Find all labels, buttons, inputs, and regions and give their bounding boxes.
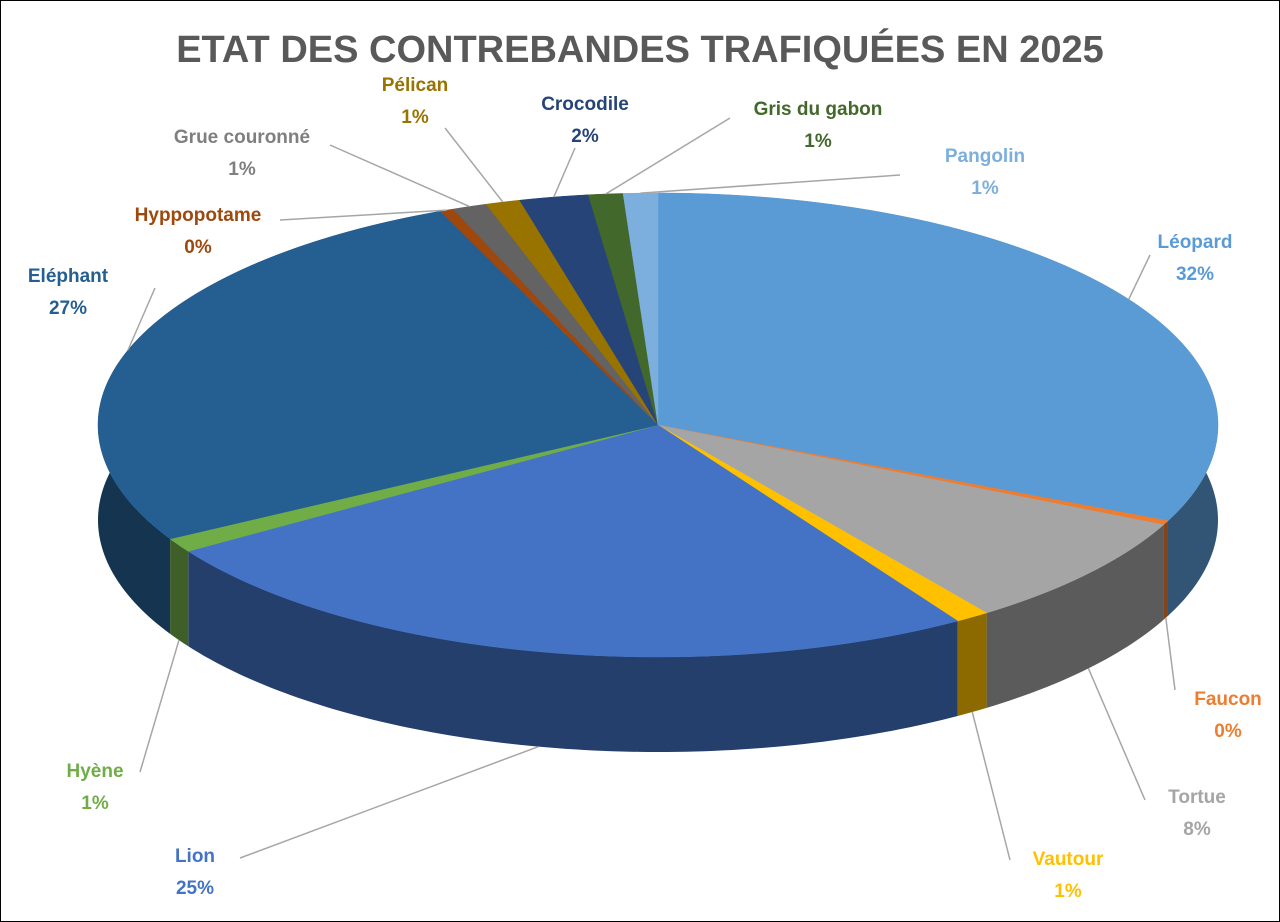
category-label: Eléphant — [28, 266, 109, 287]
category-label: Crocodile — [541, 94, 629, 115]
slice-wall — [170, 538, 189, 647]
slice-wall — [986, 524, 1164, 708]
slice — [657, 424, 1165, 614]
category-label: Hyène — [66, 761, 123, 782]
leader-line — [127, 287, 156, 351]
slice-wall — [957, 612, 987, 716]
value-label: 1% — [971, 178, 999, 199]
chart-title: ETAT DES CONTREBANDES TRAFIQUÉES EN 2025 — [176, 27, 1104, 71]
category-label: Lion — [175, 846, 215, 867]
leader-line — [329, 144, 470, 208]
value-label: 1% — [804, 131, 832, 152]
leader-line — [1165, 617, 1176, 691]
value-label: 2% — [571, 126, 599, 147]
leader-line — [239, 745, 539, 859]
value-label: 0% — [184, 237, 212, 258]
pie-tops — [97, 192, 1219, 658]
leader-line — [139, 639, 180, 773]
category-label: Gris du gabon — [754, 99, 883, 120]
leader-line — [605, 117, 731, 195]
leader-line — [1087, 668, 1146, 801]
value-label: 1% — [1054, 881, 1082, 902]
category-label: Pélican — [382, 75, 449, 96]
value-label: 25% — [176, 878, 214, 899]
slice — [97, 210, 659, 540]
slice-wall — [188, 551, 958, 752]
slice — [622, 192, 659, 426]
category-label: Faucon — [1194, 689, 1262, 710]
leader-line — [553, 147, 576, 198]
category-label: Grue couronné — [174, 127, 310, 148]
value-label: 1% — [401, 107, 429, 128]
leader-line — [444, 127, 504, 203]
leader-line — [1128, 254, 1151, 300]
category-label: Hyppopotame — [135, 205, 262, 226]
slice — [519, 194, 659, 426]
category-label: Léopard — [1158, 232, 1233, 253]
slice — [187, 424, 959, 658]
category-label: Vautour — [1033, 849, 1104, 870]
category-label: Tortue — [1168, 787, 1226, 808]
value-label: 8% — [1183, 819, 1211, 840]
leader-line — [279, 209, 447, 221]
category-label: Pangolin — [945, 146, 1025, 167]
leader-line — [640, 174, 901, 194]
value-label: 27% — [49, 298, 87, 319]
pie-labels: Léopard 32% Faucon 0% Tortue 8% Vautour 1% Lion 2… — [28, 75, 1262, 902]
value-label: 1% — [81, 793, 109, 814]
value-label: 0% — [1214, 721, 1242, 742]
slice-wall — [1163, 520, 1168, 620]
value-label: 32% — [1176, 264, 1214, 285]
leader-line — [971, 711, 1011, 861]
value-label: 1% — [228, 159, 256, 180]
